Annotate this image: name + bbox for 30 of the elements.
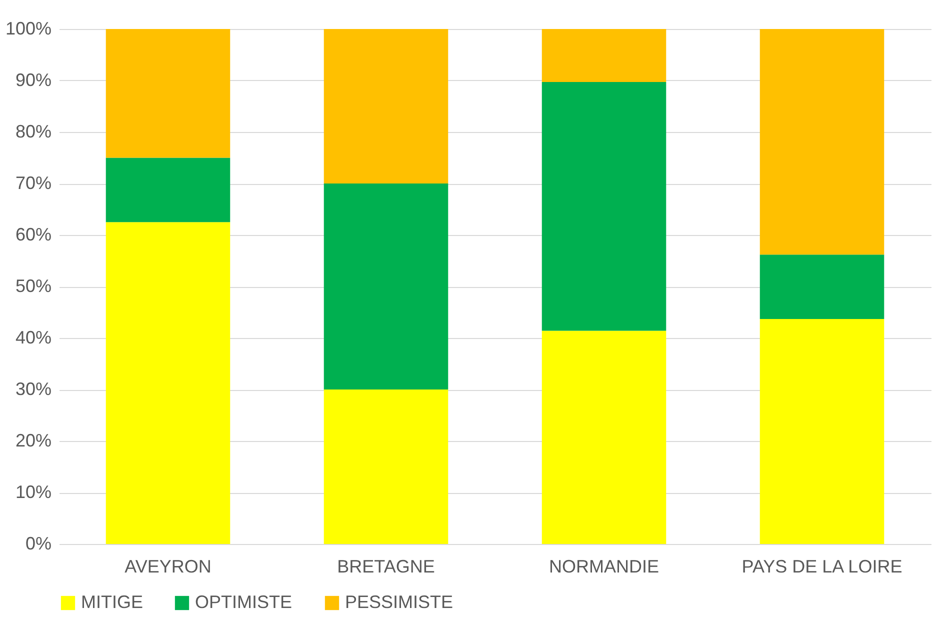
y-tick-label: 80% — [15, 122, 52, 142]
bar — [106, 158, 230, 222]
y-tick-label: 60% — [15, 224, 52, 244]
x-tick-label: AVEYRON — [124, 556, 212, 576]
legend-label: MITIGE — [81, 592, 143, 612]
bar — [324, 390, 448, 544]
bar — [760, 254, 884, 319]
x-tick-label: NORMANDIE — [548, 556, 660, 576]
bar — [106, 29, 230, 158]
bar — [324, 29, 448, 184]
y-tick-label: 30% — [15, 379, 52, 399]
y-tick-label: 40% — [15, 328, 52, 348]
y-tick-label: 90% — [15, 70, 52, 90]
y-tick-label: 10% — [15, 482, 52, 502]
y-tick-label: 70% — [15, 173, 52, 193]
bar — [760, 29, 884, 255]
y-tick-label: 100% — [5, 18, 52, 38]
legend-label: PESSIMISTE — [345, 592, 454, 612]
bar — [760, 318, 884, 544]
x-tick-label: PAYS DE LA LOIRE — [742, 556, 902, 576]
bar — [542, 330, 666, 544]
y-tick-label: 50% — [15, 276, 52, 296]
y-tick-label: 20% — [15, 430, 52, 450]
bar — [542, 29, 666, 82]
y-tick-label: 0% — [25, 534, 52, 554]
bar — [106, 222, 230, 544]
x-tick-label: BRETAGNE — [337, 556, 435, 576]
bar — [542, 82, 666, 331]
bar — [324, 184, 448, 390]
legend-label: OPTIMISTE — [195, 592, 292, 612]
